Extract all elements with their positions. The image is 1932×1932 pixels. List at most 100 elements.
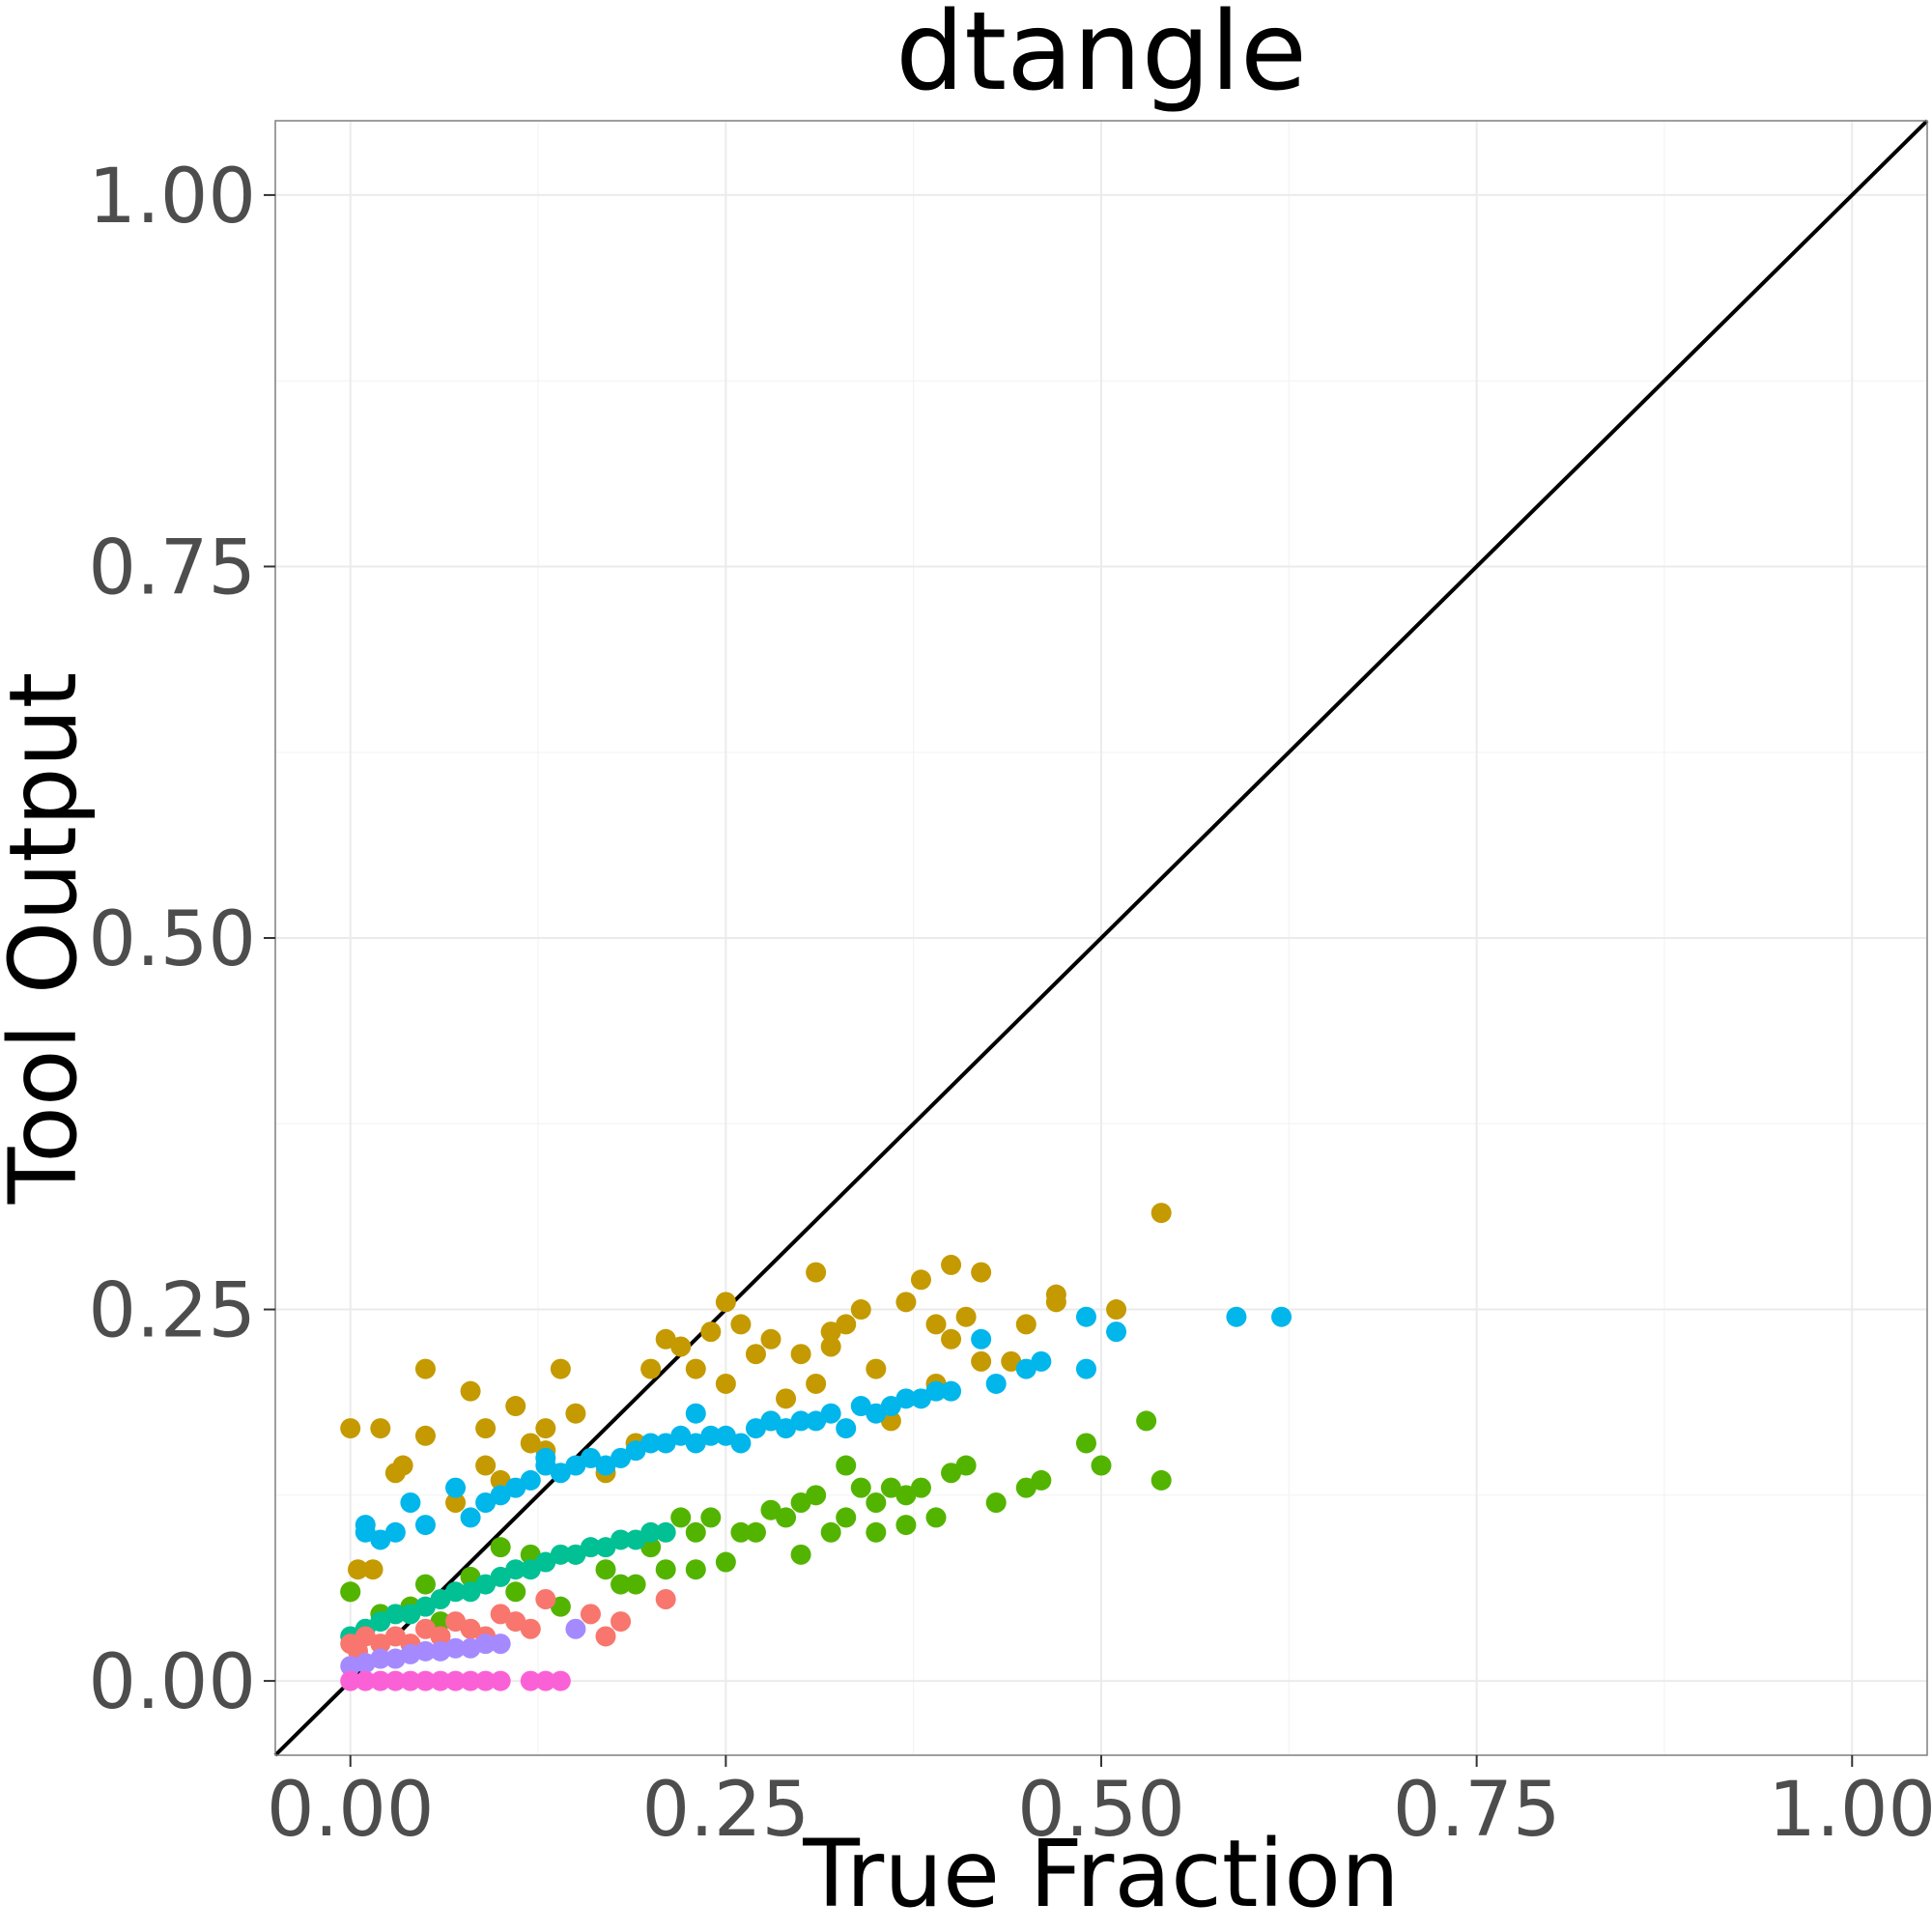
data-point-series-7 bbox=[475, 1670, 497, 1691]
data-point-series-2 bbox=[985, 1373, 1007, 1394]
data-point-series-5 bbox=[445, 1611, 467, 1633]
data-point-series-2 bbox=[625, 1440, 646, 1462]
data-point-series-3 bbox=[790, 1544, 811, 1565]
data-point-series-2 bbox=[550, 1463, 571, 1484]
y-axis-ticks: 0.00 0.25 0.50 0.75 1.00 bbox=[88, 154, 275, 1726]
data-point-series-4 bbox=[520, 1559, 541, 1580]
data-point-series-6 bbox=[414, 1640, 436, 1662]
data-point-series-2 bbox=[611, 1447, 632, 1468]
data-point-series-1 bbox=[941, 1254, 962, 1275]
data-point-series-3 bbox=[490, 1537, 511, 1558]
data-point-series-1 bbox=[340, 1418, 361, 1439]
data-point-series-2 bbox=[685, 1403, 706, 1424]
data-point-series-1 bbox=[836, 1314, 857, 1335]
data-point-series-4 bbox=[565, 1544, 586, 1565]
data-point-series-2 bbox=[866, 1403, 887, 1424]
data-point-series-4 bbox=[414, 1596, 436, 1617]
data-point-series-3 bbox=[866, 1521, 887, 1543]
data-point-series-3 bbox=[340, 1581, 361, 1603]
data-point-series-1 bbox=[414, 1358, 436, 1379]
grid bbox=[275, 121, 1927, 1755]
data-point-series-2 bbox=[730, 1433, 752, 1454]
data-point-series-7 bbox=[400, 1670, 421, 1691]
data-point-series-3 bbox=[520, 1544, 541, 1565]
data-point-series-3 bbox=[505, 1581, 526, 1603]
data-point-series-1 bbox=[475, 1455, 497, 1476]
data-point-series-7 bbox=[370, 1670, 391, 1691]
data-point-series-1 bbox=[414, 1425, 436, 1446]
y-tick-label: 0.50 bbox=[88, 896, 256, 983]
data-point-series-2 bbox=[925, 1380, 947, 1402]
data-point-series-3 bbox=[790, 1492, 811, 1514]
data-point-series-2 bbox=[595, 1455, 616, 1476]
data-point-series-7 bbox=[430, 1670, 451, 1691]
data-point-series-3 bbox=[760, 1499, 781, 1520]
data-points bbox=[340, 1203, 1293, 1691]
data-point-series-2 bbox=[445, 1477, 467, 1498]
data-point-series-4 bbox=[535, 1551, 556, 1573]
data-point-series-1 bbox=[700, 1321, 722, 1343]
data-point-series-2 bbox=[1075, 1306, 1096, 1327]
data-point-series-1 bbox=[535, 1418, 556, 1439]
data-point-series-5 bbox=[580, 1604, 601, 1625]
data-point-series-4 bbox=[550, 1544, 571, 1565]
data-point-series-3 bbox=[850, 1477, 871, 1498]
data-point-series-4 bbox=[625, 1529, 646, 1550]
data-point-series-3 bbox=[820, 1521, 841, 1543]
data-point-series-3 bbox=[700, 1507, 722, 1528]
data-point-series-2 bbox=[685, 1433, 706, 1454]
data-point-series-4 bbox=[460, 1581, 481, 1603]
data-point-series-3 bbox=[895, 1515, 917, 1536]
data-point-series-1 bbox=[505, 1396, 526, 1417]
data-point-series-1 bbox=[730, 1314, 752, 1335]
data-point-series-3 bbox=[414, 1574, 436, 1595]
data-point-series-3 bbox=[866, 1492, 887, 1514]
data-point-series-6 bbox=[400, 1643, 421, 1664]
data-point-series-2 bbox=[760, 1410, 781, 1432]
data-point-series-1 bbox=[1151, 1203, 1172, 1224]
data-point-series-2 bbox=[414, 1515, 436, 1536]
data-point-series-5 bbox=[655, 1588, 676, 1609]
data-point-series-1 bbox=[715, 1373, 736, 1394]
data-point-series-1 bbox=[715, 1292, 736, 1313]
data-point-series-7 bbox=[340, 1670, 361, 1691]
data-point-series-3 bbox=[910, 1477, 931, 1498]
data-point-series-2 bbox=[745, 1418, 766, 1439]
data-point-series-3 bbox=[806, 1485, 827, 1506]
data-point-series-1 bbox=[1015, 1314, 1037, 1335]
data-point-series-3 bbox=[1091, 1455, 1112, 1476]
data-point-series-1 bbox=[745, 1344, 766, 1365]
x-tick-label: 1.00 bbox=[1768, 1767, 1932, 1854]
data-point-series-5 bbox=[430, 1626, 451, 1647]
data-point-series-2 bbox=[1226, 1306, 1247, 1327]
x-tick-label: 0.00 bbox=[267, 1767, 435, 1854]
y-tick-label: 0.25 bbox=[88, 1268, 256, 1355]
data-point-series-4 bbox=[445, 1581, 467, 1603]
data-point-series-1 bbox=[640, 1358, 662, 1379]
data-point-series-5 bbox=[355, 1626, 376, 1647]
data-point-series-1 bbox=[565, 1403, 586, 1424]
data-point-series-1 bbox=[806, 1373, 827, 1394]
data-point-series-6 bbox=[340, 1656, 361, 1677]
data-point-series-7 bbox=[384, 1670, 406, 1691]
data-point-series-4 bbox=[384, 1604, 406, 1625]
data-point-series-5 bbox=[490, 1604, 511, 1625]
data-point-series-3 bbox=[550, 1596, 571, 1617]
data-point-series-1 bbox=[776, 1388, 797, 1409]
data-point-series-4 bbox=[595, 1537, 616, 1558]
chart-title: dtangle bbox=[895, 0, 1307, 115]
x-axis-ticks: 0.00 0.25 0.50 0.75 1.00 bbox=[267, 1755, 1932, 1854]
data-point-series-1 bbox=[955, 1306, 977, 1327]
y-axis-label: Tool Output bbox=[0, 672, 98, 1205]
data-point-series-4 bbox=[640, 1521, 662, 1543]
data-point-series-5 bbox=[414, 1618, 436, 1639]
data-point-series-2 bbox=[490, 1485, 511, 1506]
x-axis-label: True Fraction bbox=[802, 1820, 1400, 1928]
data-point-series-3 bbox=[1136, 1410, 1157, 1432]
data-point-series-2 bbox=[475, 1492, 497, 1514]
data-point-series-2 bbox=[700, 1425, 722, 1446]
data-point-series-2 bbox=[776, 1418, 797, 1439]
data-point-series-3 bbox=[776, 1507, 797, 1528]
data-point-series-1 bbox=[362, 1559, 384, 1580]
